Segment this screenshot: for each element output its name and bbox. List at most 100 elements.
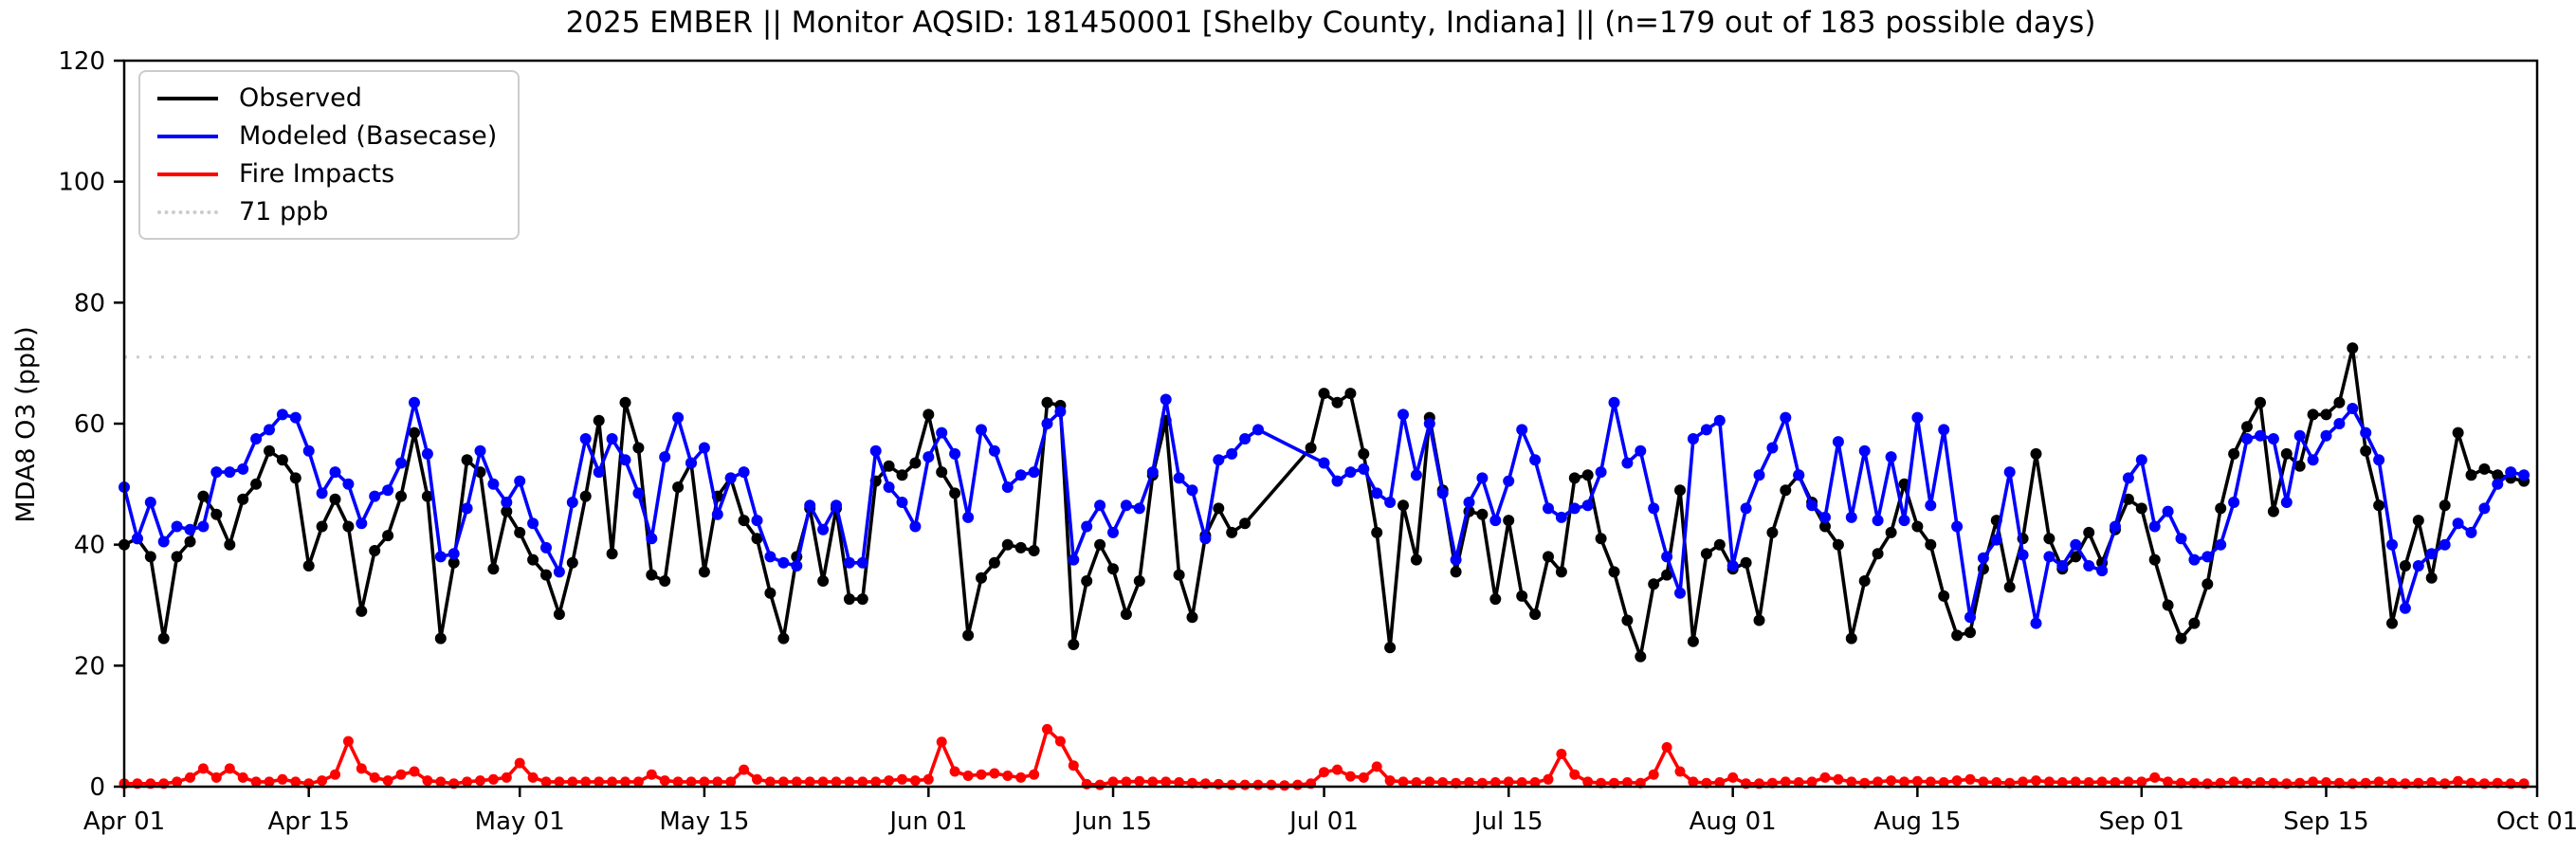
data-point-marker: [1476, 472, 1489, 484]
data-point-marker: [342, 520, 355, 533]
data-point-marker: [949, 487, 961, 499]
data-point-marker: [923, 408, 935, 421]
data-point-marker: [1503, 475, 1515, 487]
data-point-marker: [593, 466, 605, 479]
data-point-marker: [2201, 551, 2214, 563]
data-point-marker: [593, 414, 605, 426]
data-point-marker: [764, 587, 776, 599]
data-point-marker: [329, 493, 341, 505]
data-point-marker: [1543, 502, 1554, 515]
data-point-marker: [2188, 554, 2201, 566]
data-point-marker: [171, 520, 183, 533]
data-point-marker: [1687, 433, 1699, 445]
data-point-marker: [1568, 502, 1580, 515]
legend-item-fire: Fire Impacts: [157, 159, 497, 189]
data-point-marker: [2320, 408, 2332, 421]
data-point-marker: [1226, 526, 1238, 538]
data-point-marker: [1806, 776, 1818, 788]
data-point-marker: [2070, 551, 2082, 563]
data-point-marker: [1398, 408, 1409, 421]
data-point-marker: [1160, 776, 1172, 788]
data-point-marker: [250, 433, 263, 445]
data-point-marker: [2386, 617, 2398, 629]
data-point-marker: [1358, 463, 1370, 475]
data-point-marker: [567, 776, 578, 788]
x-tick-label: Jun 01: [887, 808, 967, 836]
data-point-marker: [2255, 429, 2266, 442]
data-point-marker: [936, 466, 948, 479]
data-point-marker: [1740, 556, 1752, 569]
data-point-marker: [2360, 445, 2372, 457]
data-point-marker: [738, 466, 750, 479]
data-point-marker: [382, 484, 394, 497]
data-point-marker: [1793, 469, 1805, 481]
data-point-marker: [356, 763, 367, 774]
data-point-marker: [382, 775, 393, 787]
data-point-marker: [2453, 775, 2464, 787]
data-point-marker: [817, 523, 830, 535]
legend-item-threshold: 71 ppb: [157, 197, 497, 227]
data-point-marker: [501, 505, 513, 517]
x-tick-label: Oct 01: [2496, 808, 2576, 836]
data-point-marker: [1648, 578, 1660, 590]
data-point-marker: [1556, 749, 1567, 759]
data-point-marker: [791, 776, 802, 788]
data-point-marker: [843, 556, 855, 569]
data-point-marker: [448, 548, 460, 560]
data-point-marker: [157, 535, 170, 548]
data-point-marker: [2412, 515, 2424, 527]
data-point-marker: [2096, 776, 2108, 788]
data-point-marker: [1845, 632, 1857, 644]
data-point-marker: [764, 551, 776, 563]
data-point-marker: [1199, 533, 1212, 545]
data-point-marker: [1516, 590, 1528, 602]
data-point-marker: [1134, 775, 1145, 787]
data-point-marker: [817, 575, 830, 587]
data-point-marker: [566, 556, 578, 569]
data-point-marker: [897, 773, 907, 785]
data-point-marker: [1384, 775, 1396, 787]
data-point-marker: [1951, 775, 1963, 787]
data-point-marker: [330, 769, 340, 780]
data-point-marker: [1806, 499, 1818, 512]
data-point-marker: [2412, 560, 2424, 572]
legend-label-threshold: 71 ppb: [239, 197, 329, 227]
data-point-marker: [514, 475, 526, 487]
data-point-marker: [1239, 779, 1251, 790]
data-point-marker: [1753, 614, 1765, 626]
data-point-marker: [197, 763, 209, 774]
data-point-marker: [1635, 445, 1647, 457]
data-point-marker: [1991, 777, 2002, 788]
data-point-marker: [1173, 569, 1185, 581]
data-point-marker: [409, 766, 420, 777]
data-point-marker: [909, 520, 922, 533]
data-point-marker: [2228, 776, 2239, 788]
data-point-marker: [264, 445, 275, 457]
data-point-marker: [1978, 776, 1989, 788]
data-point-marker: [1819, 520, 1831, 533]
data-point-marker: [1344, 388, 1357, 400]
data-point-marker: [777, 632, 790, 644]
data-point-marker: [923, 773, 934, 785]
y-tick-label: 20: [74, 652, 105, 681]
data-point-marker: [1423, 418, 1435, 429]
legend-swatch-observed: [157, 96, 218, 100]
data-point-marker: [2043, 551, 2055, 563]
data-point-marker: [1621, 777, 1633, 788]
y-tick-label: 100: [58, 169, 105, 197]
data-point-marker: [1213, 454, 1225, 466]
data-point-marker: [1384, 497, 1397, 508]
data-point-marker: [2321, 777, 2331, 788]
data-point-marker: [1344, 466, 1357, 479]
data-point-marker: [659, 451, 671, 463]
data-point-marker: [2426, 777, 2438, 788]
data-point-marker: [395, 457, 407, 469]
data-point-marker: [1938, 590, 1950, 602]
data-point-marker: [1147, 776, 1159, 788]
data-point-marker: [1819, 511, 1831, 523]
data-point-marker: [434, 551, 447, 563]
data-point-marker: [264, 776, 275, 788]
data-point-marker: [131, 533, 143, 545]
data-point-marker: [2241, 433, 2253, 445]
data-point-marker: [1331, 396, 1343, 408]
